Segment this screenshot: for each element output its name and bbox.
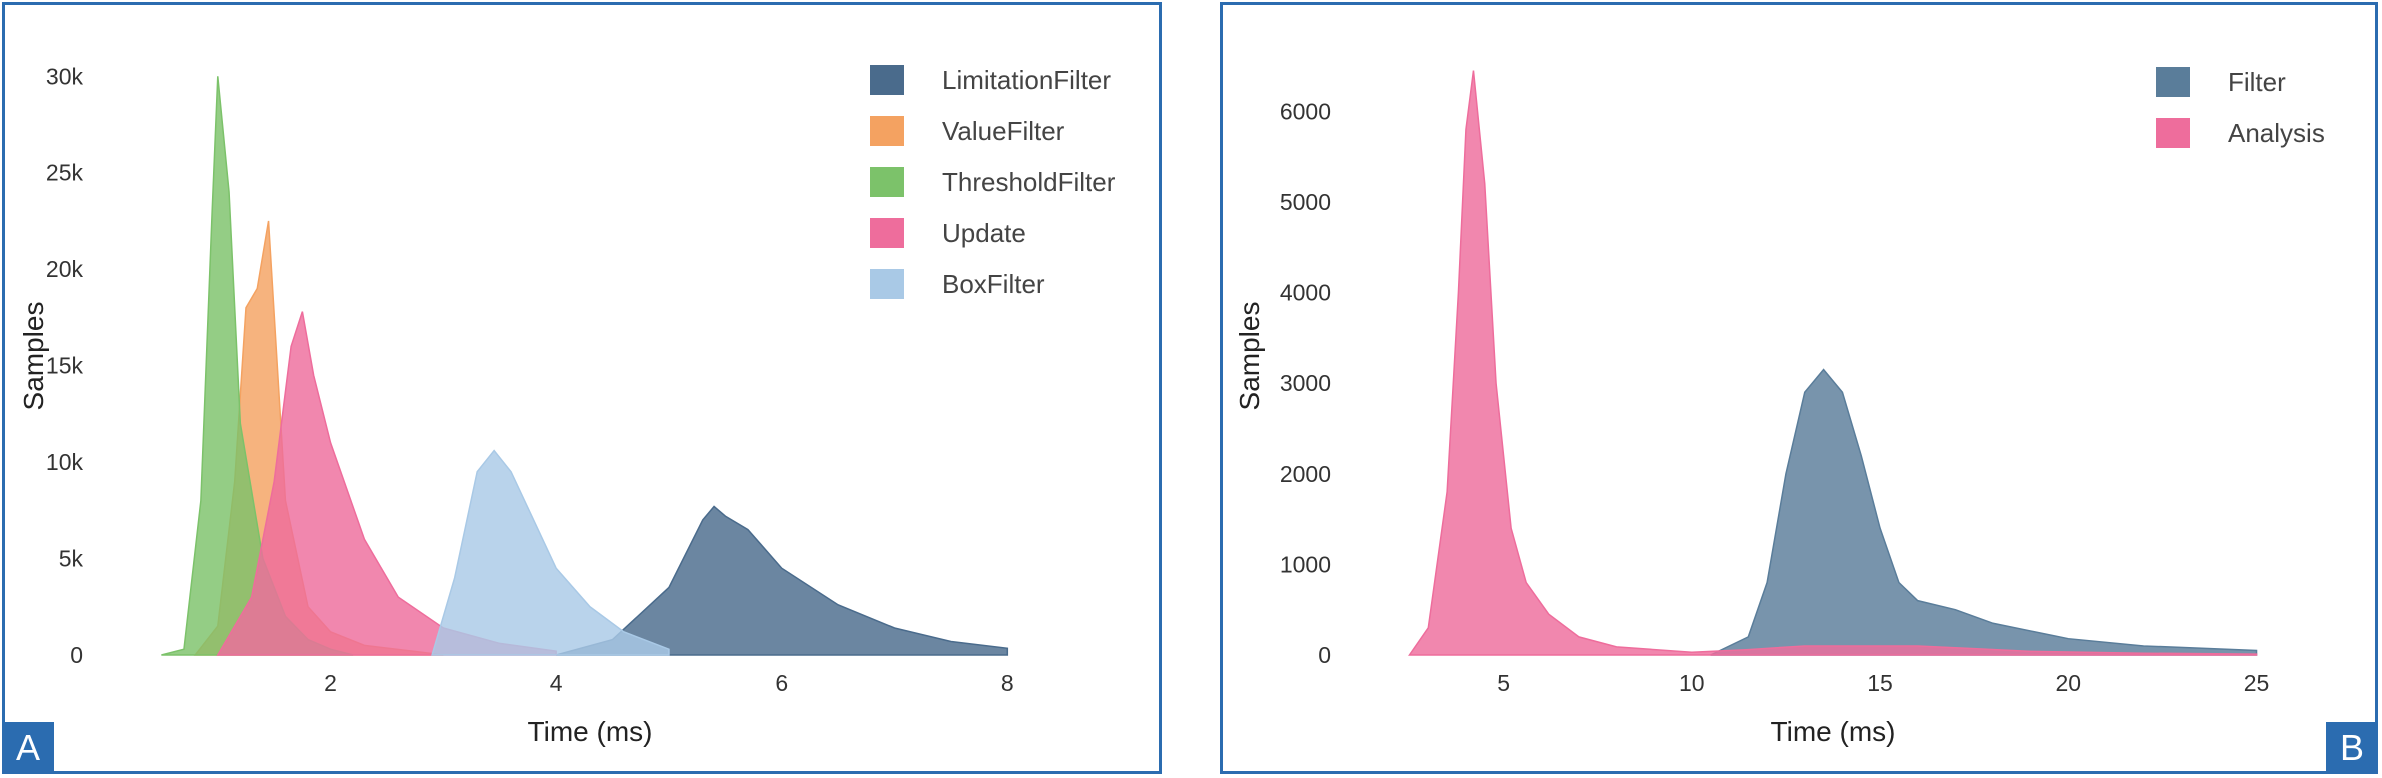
y-tick-label: 4000 xyxy=(1280,280,1331,306)
y-tick-label: 30k xyxy=(46,63,84,89)
legend-swatch xyxy=(870,116,904,146)
series-area-filter xyxy=(1710,368,2258,656)
chart-panel-b: 0 1000 2000 3000 4000 5000 6000 5 10 15 20 25 Time (… xyxy=(1220,2,2378,774)
legend-label: ThresholdFilter xyxy=(942,167,1116,197)
legend-swatch xyxy=(2156,67,2190,97)
y-tick-label: 25k xyxy=(46,160,84,186)
y-tick-label: 5k xyxy=(59,546,84,572)
y-tick-label: 10k xyxy=(46,449,84,475)
x-tick-label: 2 xyxy=(324,670,337,696)
y-tick-label: 3000 xyxy=(1280,370,1331,396)
y-axis-label: Samples xyxy=(18,302,49,411)
y-tick-label: 15k xyxy=(46,353,84,379)
y-tick-label: 6000 xyxy=(1280,98,1331,124)
legend-label: LimitationFilter xyxy=(942,65,1111,95)
x-tick-label: 10 xyxy=(1679,670,1705,696)
series-area-limitationfilter xyxy=(555,505,1009,656)
y-tick-label: 1000 xyxy=(1280,551,1331,577)
x-axis-label: Time (ms) xyxy=(1771,716,1896,747)
chart-a-svg: 0 5k 10k 15k 20k 25k 30k 2 4 6 8 Time (ms) Samples Li… xyxy=(18,63,1116,747)
legend-swatch xyxy=(870,218,904,248)
x-tick-label: 8 xyxy=(1001,670,1014,696)
y-axis-label: Samples xyxy=(1234,302,1265,411)
chart-b-svg: 0 1000 2000 3000 4000 5000 6000 5 10 15 20 25 Time (… xyxy=(1234,67,2325,747)
x-tick-label: 5 xyxy=(1497,670,1510,696)
legend-label: BoxFilter xyxy=(942,269,1045,299)
x-tick-label: 15 xyxy=(1867,670,1893,696)
legend-label: Update xyxy=(942,218,1026,248)
y-tick-label: 0 xyxy=(70,642,83,668)
x-tick-label: 20 xyxy=(2055,670,2081,696)
series-area-boxfilter xyxy=(431,449,670,656)
panel-label-a: A xyxy=(2,722,54,774)
legend-label: Filter xyxy=(2228,67,2286,97)
legend-swatch xyxy=(2156,118,2190,148)
legend-swatch xyxy=(870,167,904,197)
y-tick-label: 2000 xyxy=(1280,461,1331,487)
chart-panel-a: 0 5k 10k 15k 20k 25k 30k 2 4 6 8 Time (ms) Samples Li… xyxy=(2,2,1162,774)
y-tick-label: 20k xyxy=(46,256,84,282)
y-tick-label: 0 xyxy=(1318,642,1331,668)
legend-swatch xyxy=(870,65,904,95)
panel-label-b: B xyxy=(2326,722,2378,774)
legend-label: Analysis xyxy=(2228,118,2325,148)
legend-label: ValueFilter xyxy=(942,116,1065,146)
x-tick-label: 4 xyxy=(550,670,563,696)
x-tick-label: 6 xyxy=(775,670,788,696)
y-tick-label: 5000 xyxy=(1280,189,1331,215)
x-tick-label: 25 xyxy=(2244,670,2270,696)
x-axis-label: Time (ms) xyxy=(528,716,653,747)
legend-swatch xyxy=(870,269,904,299)
